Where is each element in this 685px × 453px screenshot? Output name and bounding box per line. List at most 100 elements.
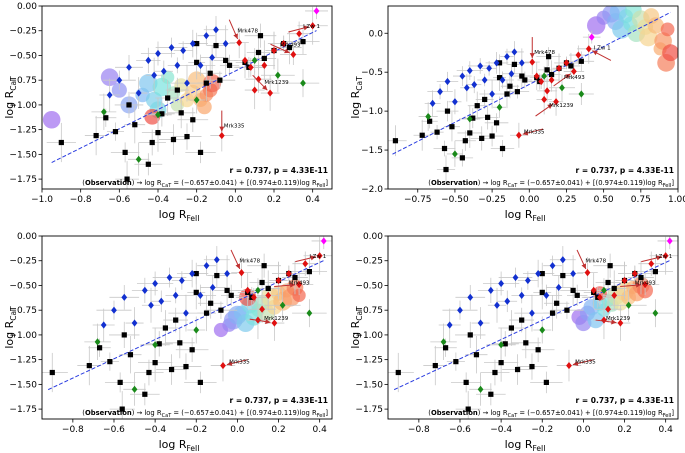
data-point [560,272,566,279]
data-point [555,283,562,292]
data-point [152,360,158,366]
data-point [452,98,458,106]
data-point [556,64,562,72]
data-point [549,310,556,316]
stat-text: r = 0.737, p = 4.33E-11 [576,396,674,405]
relation-part: Observation [431,409,478,417]
relation-part: → log R [137,179,162,187]
data-point [180,46,187,55]
data-point [631,269,638,278]
data-point [486,64,493,72]
y-tick-label: −1.00 [9,101,37,111]
data-point [642,280,648,289]
data-point [496,60,503,66]
data-point [209,53,216,62]
model-point [197,99,212,115]
data-point [559,84,565,92]
data-point [209,283,216,292]
data-point [178,276,185,285]
data-point [168,366,175,373]
data-point [507,83,513,89]
data-point [652,269,658,275]
annotation-arrowhead [547,104,553,109]
series-observed-blue [429,48,525,107]
data-point [274,71,281,79]
data-point [242,56,248,65]
relation-paren: ) [478,409,483,417]
data-point [261,55,267,62]
data-point [519,73,525,79]
data-point [96,345,103,351]
data-point [459,155,465,161]
relation-part: = (−0.657±0.041) + [(0.974±0.119)log R [517,179,663,187]
annotation-arrowhead [303,25,309,31]
data-point [197,291,204,299]
data-point [257,33,264,39]
annotation-arrowhead [522,130,529,136]
annotation-label: Mrk478 [237,29,258,35]
data-point [504,297,511,305]
data-point [543,379,549,385]
plot-frame [387,5,679,190]
annotation-label: Mrk335 [229,360,250,366]
data-point [259,279,265,286]
annotation-arrowhead [611,319,617,325]
x-axis-label-base: log R [505,438,533,451]
data-point [563,59,570,67]
y-tick-label: 0.00 [363,232,383,242]
x-axis-label-base: log R [159,208,187,221]
data-point [515,131,522,139]
data-point [466,67,473,75]
data-point [213,42,219,49]
data-point [529,58,536,66]
relation-part: → log R [483,409,508,417]
relation-paren: ) [132,179,137,187]
annotation-label: Mrk478 [585,259,606,265]
data-point [292,274,298,281]
data-point [462,138,468,144]
data-point [100,108,107,116]
plot-frame [41,235,333,420]
data-point [151,71,158,79]
x-tick-label: 0.4 [312,425,327,435]
data-point [93,132,99,139]
y-axis-label-sub: CaT [355,76,364,91]
y-tick-label: −1.75 [9,405,37,415]
data-point [611,285,617,292]
y-tick-label: −1.25 [355,356,383,366]
y-tick-label: −0.75 [9,76,37,86]
data-point [564,307,570,313]
data-point [223,57,229,64]
data-point [488,391,494,397]
data-point [601,286,607,295]
plot-area [388,236,678,419]
data-point [611,291,618,299]
data-point [184,133,190,140]
data-point [189,39,196,48]
annotation-label: Mrk493 [289,280,310,286]
data-point [203,262,210,270]
data-point [504,53,510,61]
annotation-arrowhead [635,282,642,288]
data-point [496,103,503,111]
relation-part: ] [325,179,328,187]
y-tick-label: −1.75 [355,405,383,415]
data-point [152,341,159,349]
x-tick-label: −0.6 [108,195,130,205]
annotations: Mrk478 I Zw 1 Mrk493 Mrk1239 Mrk335 [572,249,672,366]
relation-paren: ) [132,409,137,417]
data-point [296,280,302,289]
data-point [160,67,167,75]
data-point [529,363,535,370]
data-point [467,332,473,338]
data-point [471,81,478,89]
data-point [275,276,282,285]
data-point [86,362,92,369]
annotation-label: Mrk478 [534,50,555,56]
data-point [467,293,474,301]
data-point [267,89,274,97]
annotation-label: Mrk335 [224,124,245,130]
data-point [498,279,505,288]
